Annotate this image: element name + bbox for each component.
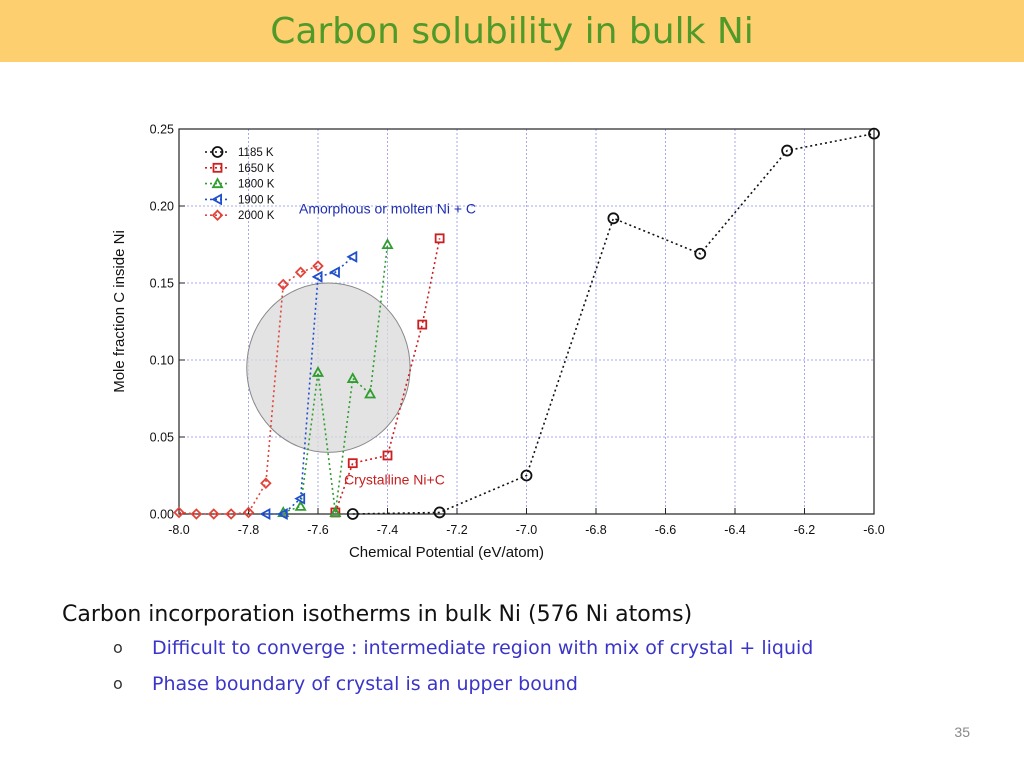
sub-bullet-2: o Phase boundary of crystal is an upper …	[113, 666, 982, 702]
data-point	[417, 319, 428, 330]
main-bullet: Carbon incorporation isotherms in bulk N…	[62, 602, 693, 627]
data-point	[607, 212, 620, 225]
data-point	[259, 507, 271, 521]
legend: 1185 K 1650 K 1800 K 1900 K 2000 K	[205, 146, 275, 222]
data-point	[347, 458, 358, 469]
data-point	[382, 450, 393, 461]
sub-bullet-text: Phase boundary of crystal is an upper bo…	[152, 673, 578, 695]
sub-bullet-1: o Difficult to converge : intermediate r…	[113, 630, 982, 666]
data-point	[781, 144, 794, 157]
carbon-solubility-chart: -8.0 -7.8 -7.6 -7.4 -7.2 -7.0 -6.8 -6.6 -6.4 -6.2…	[111, 123, 885, 562]
bullet-marker: o	[113, 638, 123, 657]
x-tick-label: -7.8	[238, 523, 260, 537]
annotation-crystalline: Crystalline Ni+C	[344, 472, 445, 488]
data-point	[381, 238, 394, 250]
x-tick-label: -8.0	[168, 523, 190, 537]
x-tick-label: -7.4	[377, 523, 399, 537]
annotation-amorphous: Amorphous or molten Ni + C	[299, 201, 476, 217]
data-point	[434, 233, 445, 244]
data-point	[294, 266, 307, 278]
y-tick-label: 0.20	[150, 200, 174, 214]
legend-label: 1900 K	[238, 194, 275, 206]
y-tick-label: 0.00	[150, 508, 174, 522]
data-point	[190, 508, 203, 520]
data-point	[311, 270, 323, 283]
data-point	[433, 506, 446, 519]
legend-marker	[211, 177, 224, 189]
bullet-list: Carbon incorporation isotherms in bulk N…	[62, 600, 982, 702]
x-tick-label: -6.6	[655, 523, 677, 537]
data-point	[277, 278, 290, 291]
data-point	[294, 492, 306, 505]
data-point	[346, 508, 359, 520]
sub-bullet-text: Difficult to converge : intermediate reg…	[152, 637, 814, 659]
legend-marker	[212, 162, 223, 173]
title-bar	[0, 0, 1024, 62]
y-tick-label: 0.05	[150, 431, 174, 445]
page-number: 35	[954, 724, 970, 740]
series-1900-k	[259, 250, 358, 521]
data-point	[312, 260, 324, 272]
data-point	[225, 508, 237, 520]
series-2000-k	[173, 260, 324, 520]
shaded-region-ellipse	[246, 282, 411, 453]
data-point	[346, 250, 358, 263]
x-tick-label: -6.2	[794, 523, 816, 537]
y-axis-label: Mole fraction C inside Ni	[111, 230, 128, 393]
data-point	[173, 506, 185, 519]
bullet-marker: o	[113, 674, 123, 693]
data-point	[207, 508, 220, 520]
legend-marker	[211, 193, 223, 206]
x-tick-label: -6.4	[724, 523, 746, 537]
legend-label: 1185 K	[238, 147, 274, 159]
data-point	[329, 266, 340, 279]
legend-marker	[211, 209, 224, 221]
data-point	[364, 387, 377, 399]
data-point	[242, 506, 255, 519]
series-line	[352, 132, 875, 515]
x-tick-label: -7.0	[516, 523, 538, 537]
data-point	[276, 507, 288, 521]
x-axis-label: Chemical Potential (eV/atom)	[349, 544, 544, 561]
legend-marker	[211, 146, 224, 158]
legend-label: 1800 K	[238, 179, 275, 191]
legend-label: 1650 K	[238, 163, 275, 175]
legend-label: 2000 K	[238, 210, 275, 222]
x-tick-label: -7.2	[446, 523, 468, 537]
x-tick-label: -6.8	[585, 523, 607, 537]
data-point	[520, 469, 533, 482]
y-tick-label: 0.25	[150, 123, 174, 137]
data-point	[868, 127, 880, 140]
series-1185-k	[346, 127, 880, 520]
x-tick-label: -6.0	[863, 523, 885, 537]
y-tick-label: 0.10	[150, 354, 174, 368]
y-tick-label: 0.15	[150, 277, 174, 291]
x-tick-label: -7.6	[307, 523, 329, 537]
data-point	[294, 499, 307, 511]
data-point	[311, 365, 325, 377]
data-point	[346, 372, 359, 383]
data-point	[260, 477, 272, 489]
series-line	[265, 256, 354, 515]
slide-title: Carbon solubility in bulk Ni	[270, 11, 754, 52]
data-point	[694, 247, 707, 260]
data-point	[329, 506, 342, 517]
